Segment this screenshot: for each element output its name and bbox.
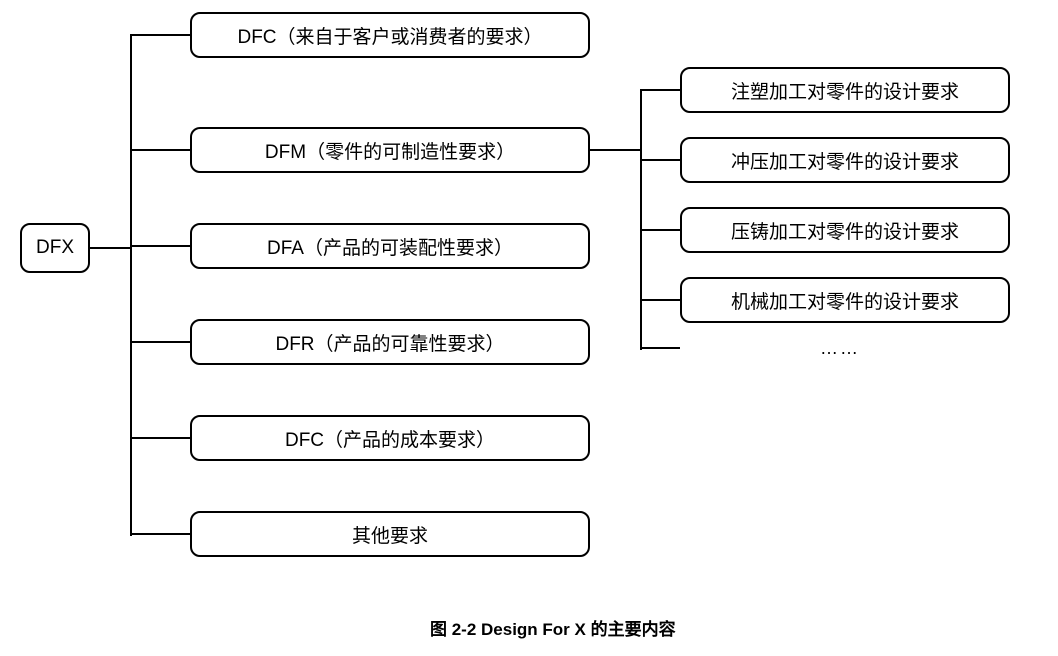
connector-trunk2: [640, 89, 642, 350]
connector-s4-h: [640, 299, 680, 301]
connector-s1-h: [640, 89, 680, 91]
node-other: 其他要求: [190, 511, 590, 557]
node-dfc-cost: DFC（产品的成本要求）: [190, 415, 590, 461]
node-root: DFX: [20, 223, 90, 273]
connector-m5-h: [130, 437, 190, 439]
connector-m4-h: [130, 341, 190, 343]
node-dfa: DFA（产品的可装配性要求）: [190, 223, 590, 269]
connector-s3-h: [640, 229, 680, 231]
node-dfc-customer: DFC（来自于客户或消费者的要求）: [190, 12, 590, 58]
node-sub-diecast: 压铸加工对零件的设计要求: [680, 207, 1010, 253]
node-dfm-label: DFM（零件的可制造性要求）: [265, 137, 515, 164]
node-other-label: 其他要求: [352, 521, 428, 548]
node-sub-stamping: 冲压加工对零件的设计要求: [680, 137, 1010, 183]
node-sub-diecast-label: 压铸加工对零件的设计要求: [731, 217, 959, 244]
node-sub-ellipsis-label: ……: [820, 338, 860, 358]
node-sub-ellipsis: ……: [820, 338, 860, 359]
node-root-label: DFX: [36, 237, 74, 259]
node-dfm: DFM（零件的可制造性要求）: [190, 127, 590, 173]
node-dfa-label: DFA（产品的可装配性要求）: [267, 233, 513, 260]
node-dfc-cost-label: DFC（产品的成本要求）: [285, 425, 495, 452]
node-sub-injection: 注塑加工对零件的设计要求: [680, 67, 1010, 113]
connector-m1-h: [130, 34, 190, 36]
diagram-canvas: DFX DFC（来自于客户或消费者的要求） DFM（零件的可制造性要求） DFA…: [0, 0, 1058, 656]
connector-m3-h: [130, 245, 190, 247]
node-sub-machining-label: 机械加工对零件的设计要求: [731, 287, 959, 314]
connector-sdots-h: [640, 347, 680, 349]
node-dfc-customer-label: DFC（来自于客户或消费者的要求）: [237, 22, 542, 49]
node-sub-machining: 机械加工对零件的设计要求: [680, 277, 1010, 323]
connector-m6-h: [130, 533, 190, 535]
connector-dfm-right-h: [590, 149, 640, 151]
figure-caption-text: 图 2-2 Design For X 的主要内容: [430, 620, 676, 639]
node-dfr: DFR（产品的可靠性要求）: [190, 319, 590, 365]
connector-trunk1: [130, 34, 132, 536]
connector-m2-h: [130, 149, 190, 151]
node-dfr-label: DFR（产品的可靠性要求）: [275, 329, 504, 356]
connector-root-h: [90, 247, 130, 249]
node-sub-injection-label: 注塑加工对零件的设计要求: [731, 77, 959, 104]
node-sub-stamping-label: 冲压加工对零件的设计要求: [731, 147, 959, 174]
figure-caption: 图 2-2 Design For X 的主要内容: [430, 615, 676, 640]
connector-s2-h: [640, 159, 680, 161]
